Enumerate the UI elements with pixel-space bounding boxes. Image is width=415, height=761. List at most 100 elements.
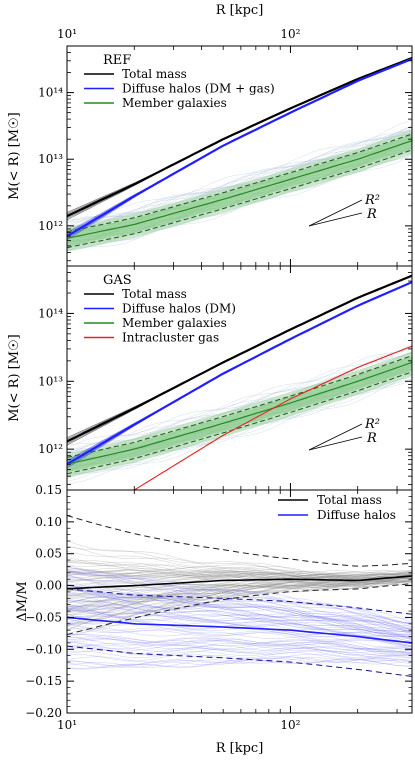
total-individual-line [67, 575, 412, 604]
diffuse-individual-line [67, 639, 412, 654]
diffuse-individual-line [67, 634, 412, 650]
series-line-0 [67, 56, 412, 218]
total-individual-line [67, 570, 412, 580]
gas-series-lines [67, 274, 412, 490]
total-individual-line [67, 576, 412, 611]
diffuse-individual-line [67, 627, 412, 648]
diffuse-individual-line [67, 584, 412, 632]
total-individual-line [67, 566, 412, 580]
member-individual-line [67, 346, 412, 450]
gas-legend-gas: Intracluster gas [122, 331, 219, 345]
diffuse-individual-line [67, 598, 412, 637]
diffuse-individual-line [67, 657, 412, 669]
y-tick-label: 10¹³ [38, 374, 63, 388]
gas-member-band [67, 343, 412, 485]
y-tick-label: 10¹² [38, 219, 63, 233]
member-individual-line [67, 130, 412, 226]
diffuse-individual-line [67, 645, 412, 656]
total-percentile-line [67, 515, 412, 567]
ref-legend-total: Total mass [122, 67, 187, 81]
diffuse-individual-line [67, 622, 412, 648]
total-individual-line [67, 581, 412, 620]
diffuse-individual-line [67, 599, 412, 638]
y-tick-label: 10¹⁴ [38, 306, 63, 320]
total-individual-line [67, 575, 412, 588]
ref-title: REF [103, 53, 131, 68]
diffuse-individual-line [67, 647, 412, 657]
diffuse-individual-line [67, 597, 412, 634]
diffuse-individual-line [67, 656, 412, 667]
diffuse-individual-line [67, 657, 412, 668]
total-individual-line [67, 575, 412, 604]
ref-legend-diffuse: Diffuse halos (DM + gas) [122, 82, 275, 96]
member-percentile-line [67, 149, 412, 249]
ref-member-band [67, 119, 412, 252]
total-individual-line [67, 550, 412, 575]
total-individual-line [67, 578, 412, 626]
member-inner-band [67, 134, 412, 247]
gas-slope-guides: R² R [308, 417, 380, 451]
diffuse-individual-line [67, 637, 412, 653]
ref-annotation-r2: R² [364, 193, 380, 208]
diffuse-individual-line [67, 658, 412, 669]
top-x-axis-label: R [kpc] [216, 3, 264, 18]
gas-ticks: 10¹² 10¹³ 10¹⁴ [38, 265, 412, 490]
total-individual-line [67, 580, 412, 618]
diffuse-individual-line [67, 586, 412, 633]
total-individual-line [67, 564, 412, 577]
member-percentile-line [67, 355, 412, 458]
gas-slope-line-r [308, 436, 363, 451]
diffuse-individual-line [67, 570, 412, 624]
series-line-2 [67, 361, 412, 465]
diffuse-individual-line [67, 590, 412, 634]
gas-annotation-r: R [366, 431, 377, 446]
series-line-1 [67, 57, 412, 238]
total-individual-line [67, 568, 412, 579]
diffuse-individual-line [67, 652, 412, 662]
total-individual-line [67, 579, 412, 616]
member-individual-line [67, 125, 412, 223]
total-individual-line [67, 569, 412, 579]
y-tick-label: 0.05 [35, 547, 62, 561]
bottom-x-tick-label: 10¹ [57, 718, 77, 732]
total-individual-line [67, 573, 412, 581]
y-tick-label: −0.10 [25, 642, 62, 656]
diffuse-individual-line [67, 608, 412, 638]
total-individual-line [67, 580, 412, 615]
total-individual-line [67, 558, 412, 578]
member-individual-line [67, 378, 412, 485]
diffuse-individual-line [67, 587, 412, 630]
total-individual-line [67, 583, 412, 638]
total-individual-line [67, 575, 412, 595]
total-individual-line [67, 577, 412, 624]
total-individual-line [67, 572, 412, 580]
member-individual-line [67, 352, 412, 455]
y-tick-label: −0.15 [25, 674, 62, 688]
residual-frame [66, 489, 413, 714]
total-individual-line [67, 570, 412, 580]
total-individual-line [67, 570, 412, 581]
total-individual-line [67, 576, 412, 609]
diffuse-individual-line [67, 615, 412, 642]
total-individual-line [67, 578, 412, 611]
total-individual-line [67, 577, 412, 610]
total-percentile-line [67, 583, 412, 636]
diffuse-individual-line [67, 577, 412, 627]
total-individual-line [67, 557, 412, 579]
gas-title: GAS [103, 273, 132, 288]
diffuse-individual-line [67, 601, 412, 635]
gas-legend-diffuse: Diffuse halos (DM) [122, 302, 236, 316]
total-individual-line [67, 560, 412, 579]
ref-slope-line-r2 [308, 199, 363, 227]
diffuse-individual-line [67, 605, 412, 637]
total-individual-line [67, 571, 412, 580]
diffuse-individual-line [67, 593, 412, 633]
total-individual-line [67, 574, 412, 582]
total-individual-line [67, 576, 412, 590]
diffuse-individual-line [67, 608, 412, 642]
diffuse-individual-line [67, 589, 412, 631]
member-percentile-line [67, 371, 412, 475]
total-individual-line [67, 582, 412, 636]
total-individual-line [67, 579, 412, 617]
diffuse-individual-line [67, 587, 412, 633]
